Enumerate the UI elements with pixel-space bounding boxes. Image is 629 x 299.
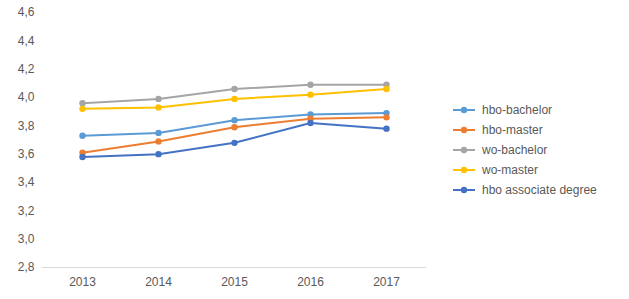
- svg-text:3,4: 3,4: [18, 175, 35, 189]
- svg-text:4,0: 4,0: [18, 90, 35, 104]
- svg-text:2015: 2015: [221, 275, 248, 289]
- svg-text:2,8: 2,8: [18, 260, 35, 274]
- svg-text:4,4: 4,4: [18, 34, 35, 48]
- svg-text:4,6: 4,6: [18, 5, 35, 19]
- svg-text:3,2: 3,2: [18, 204, 35, 218]
- html-text:hbo-master: hbo-master: [482, 122, 543, 137]
- html-text:hbo associate degree: hbo associate degree: [482, 182, 597, 197]
- html-text:wo-master: wo-master: [482, 162, 538, 177]
- svg-text:3,6: 3,6: [18, 147, 35, 161]
- html-text:hbo-bachelor: hbo-bachelor: [482, 102, 553, 117]
- svg-text:4,2: 4,2: [18, 62, 35, 76]
- svg-text:2017: 2017: [373, 275, 400, 289]
- svg-text:3,8: 3,8: [18, 119, 35, 133]
- html-text:wo-bachelor: wo-bachelor: [482, 142, 548, 157]
- svg-text:3,0: 3,0: [18, 232, 35, 246]
- svg-text:2016: 2016: [297, 275, 324, 289]
- svg-text:2014: 2014: [145, 275, 172, 289]
- svg-text:2013: 2013: [69, 275, 96, 289]
